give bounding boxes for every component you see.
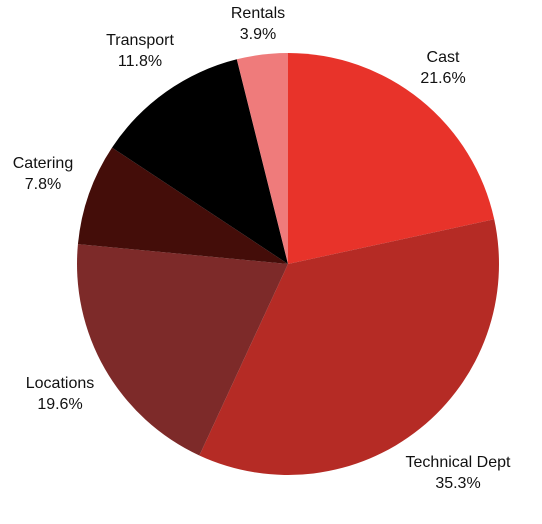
slice-value-locations: 19.6% xyxy=(37,396,82,413)
slice-locations xyxy=(77,244,288,456)
slice-labels: Cast 21.6% Technical Dept 35.3% Locations 19.… xyxy=(13,5,511,492)
slice-transport xyxy=(112,59,288,264)
slice-value-catering: 7.8% xyxy=(25,176,61,193)
slice-value-technical-dept: 35.3% xyxy=(435,475,480,492)
slice-catering xyxy=(77,147,288,264)
slice-label-rentals: Rentals xyxy=(231,5,285,22)
slice-label-transport: Transport xyxy=(106,32,174,49)
pie-slices xyxy=(77,53,499,475)
slice-label-cast: Cast xyxy=(427,49,460,66)
slice-value-transport: 11.8% xyxy=(118,53,162,70)
slice-value-rentals: 3.9% xyxy=(240,26,276,43)
slice-value-cast: 21.6% xyxy=(420,70,465,87)
slice-rentals xyxy=(236,53,288,264)
slice-label-locations: Locations xyxy=(26,375,95,392)
slice-label-catering: Catering xyxy=(13,155,73,172)
slice-technical-dept xyxy=(199,219,499,475)
slice-cast xyxy=(288,53,495,264)
slice-label-technical-dept: Technical Dept xyxy=(406,454,512,471)
